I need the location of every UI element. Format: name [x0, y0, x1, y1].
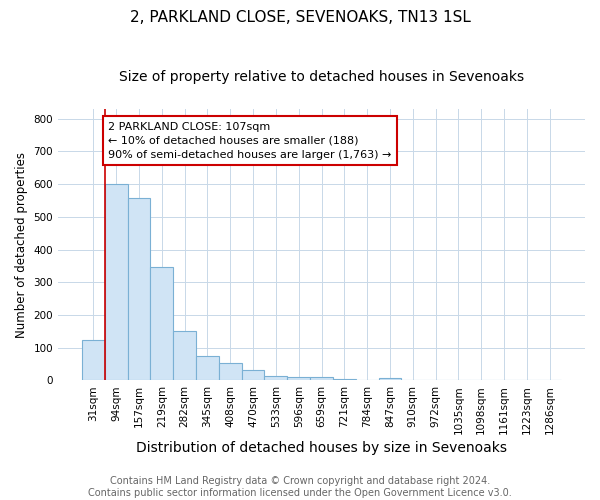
Bar [82, 340, 105, 380]
Bar [287, 376, 310, 380]
Text: 2 PARKLAND CLOSE: 107sqm
← 10% of detached houses are smaller (188)
90% of semi-: 2 PARKLAND CLOSE: 107sqm ← 10% of detach… [108, 122, 392, 160]
Bar [333, 379, 356, 380]
Bar [379, 378, 401, 380]
Bar [265, 376, 287, 380]
X-axis label: Distribution of detached houses by size in Sevenoaks: Distribution of detached houses by size … [136, 441, 507, 455]
Text: 2, PARKLAND CLOSE, SEVENOAKS, TN13 1SL: 2, PARKLAND CLOSE, SEVENOAKS, TN13 1SL [130, 10, 470, 25]
Bar [173, 332, 196, 380]
Y-axis label: Number of detached properties: Number of detached properties [15, 152, 28, 338]
Title: Size of property relative to detached houses in Sevenoaks: Size of property relative to detached ho… [119, 70, 524, 84]
Bar [196, 356, 219, 380]
Bar [128, 198, 151, 380]
Bar [310, 377, 333, 380]
Text: Contains HM Land Registry data © Crown copyright and database right 2024.
Contai: Contains HM Land Registry data © Crown c… [88, 476, 512, 498]
Bar [151, 266, 173, 380]
Bar [219, 364, 242, 380]
Bar [242, 370, 265, 380]
Bar [105, 184, 128, 380]
